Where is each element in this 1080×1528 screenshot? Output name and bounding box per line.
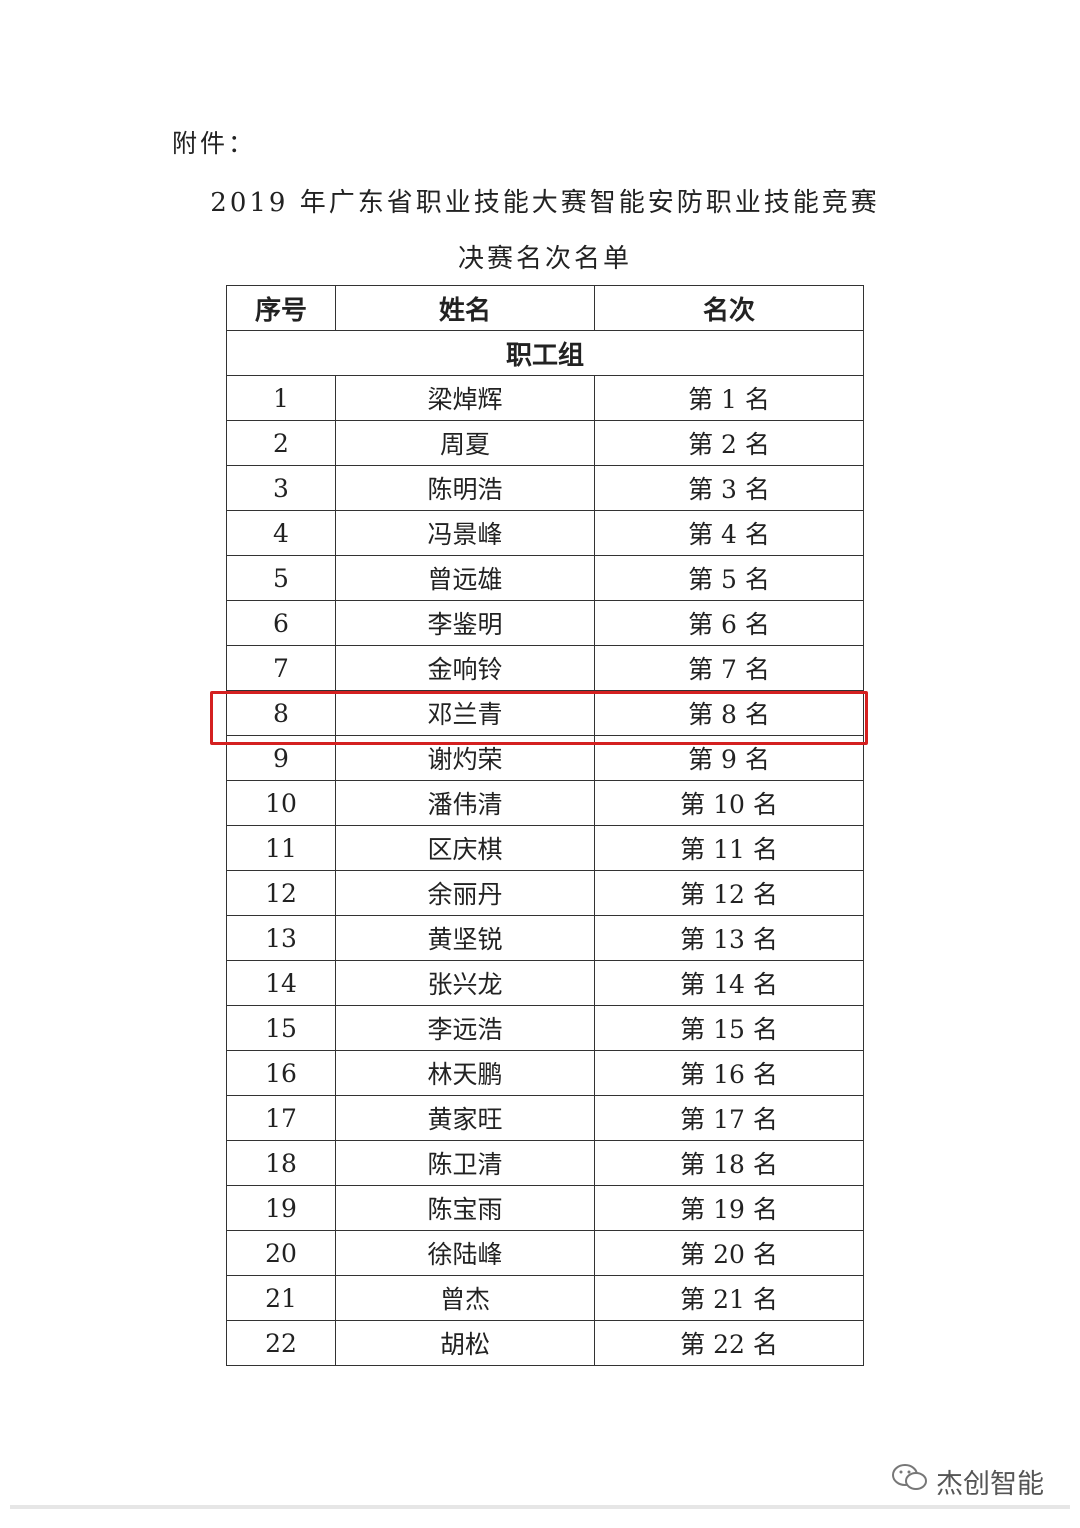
row-number: 4 (226, 510, 336, 556)
row-number: 12 (226, 870, 336, 916)
table-row: 11 区庆棋第 11 名 (226, 825, 864, 871)
wechat-icon (890, 1462, 930, 1501)
row-rank: 第 6 名 (594, 600, 864, 646)
row-name: 邓兰青 (335, 690, 595, 736)
table-row: 5 曾远雄第 5 名 (226, 555, 864, 601)
row-rank: 第 14 名 (594, 960, 864, 1006)
table-row: 13 黄坚锐第 13 名 (226, 915, 864, 961)
row-number: 6 (226, 600, 336, 646)
row-number: 10 (226, 780, 336, 826)
row-number: 1 (226, 375, 336, 421)
row-rank: 第 11 名 (594, 825, 864, 871)
table-row: 10 潘伟清第 10 名 (226, 780, 864, 826)
table-row: 3 陈明浩第 3 名 (226, 465, 864, 511)
row-name: 潘伟清 (335, 780, 595, 826)
row-name: 黄家旺 (335, 1095, 595, 1141)
watermark: 杰创智能 (890, 1462, 1044, 1501)
row-number: 20 (226, 1230, 336, 1276)
group-label: 职工组 (226, 330, 864, 376)
table-row: 19 陈宝雨第 19 名 (226, 1185, 864, 1231)
row-number: 3 (226, 465, 336, 511)
table-row: 12 余丽丹第 12 名 (226, 870, 864, 916)
row-number: 14 (226, 960, 336, 1006)
row-number: 11 (226, 825, 336, 871)
row-rank: 第 17 名 (594, 1095, 864, 1141)
row-rank: 第 10 名 (594, 780, 864, 826)
row-number: 22 (226, 1320, 336, 1366)
row-name: 李鉴明 (335, 600, 595, 646)
row-number: 17 (226, 1095, 336, 1141)
table-row: 18 陈卫清第 18 名 (226, 1140, 864, 1186)
row-name: 金响铃 (335, 645, 595, 691)
row-rank: 第 7 名 (594, 645, 864, 691)
table-row: 2 周夏第 2 名 (226, 420, 864, 466)
row-name: 黄坚锐 (335, 915, 595, 961)
row-name: 周夏 (335, 420, 595, 466)
row-rank: 第 15 名 (594, 1005, 864, 1051)
row-number: 5 (226, 555, 336, 601)
row-number: 2 (226, 420, 336, 466)
table-row: 1 梁焯辉第 1 名 (226, 375, 864, 421)
table-row: 16 林天鹏第 16 名 (226, 1050, 864, 1096)
header-name: 姓名 (335, 285, 595, 331)
attachment-label: 附件： (172, 129, 257, 158)
header-rank: 名次 (594, 285, 864, 331)
row-rank: 第 19 名 (594, 1185, 864, 1231)
row-number: 13 (226, 915, 336, 961)
row-name: 张兴龙 (335, 960, 595, 1006)
table-row: 21 曾杰第 21 名 (226, 1275, 864, 1321)
table-row: 17 黄家旺第 17 名 (226, 1095, 864, 1141)
row-name: 余丽丹 (335, 870, 595, 916)
row-name: 曾远雄 (335, 555, 595, 601)
row-rank: 第 18 名 (594, 1140, 864, 1186)
row-name: 梁焯辉 (335, 375, 595, 421)
row-rank: 第 22 名 (594, 1320, 864, 1366)
table-row: 6 李鉴明第 6 名 (226, 600, 864, 646)
table-row: 15 李远浩第 15 名 (226, 1005, 864, 1051)
row-rank: 第 21 名 (594, 1275, 864, 1321)
table-row: 22 胡松第 22 名 (226, 1320, 864, 1366)
row-name: 陈明浩 (335, 465, 595, 511)
page-edge (10, 1505, 1070, 1509)
row-name: 陈宝雨 (335, 1185, 595, 1231)
table-header-row: 序号 姓名 名次 (226, 285, 864, 331)
group-row: 职工组 (226, 330, 864, 376)
table-row: 4 冯景峰第 4 名 (226, 510, 864, 556)
row-number: 7 (226, 645, 336, 691)
row-number: 18 (226, 1140, 336, 1186)
table-row: 14 张兴龙第 14 名 (226, 960, 864, 1006)
row-name: 徐陆峰 (335, 1230, 595, 1276)
row-rank: 第 12 名 (594, 870, 864, 916)
row-number: 15 (226, 1005, 336, 1051)
row-rank: 第 13 名 (594, 915, 864, 961)
watermark-text: 杰创智能 (936, 1469, 1044, 1500)
row-number: 19 (226, 1185, 336, 1231)
row-name: 冯景峰 (335, 510, 595, 556)
row-number: 16 (226, 1050, 336, 1096)
row-rank: 第 1 名 (594, 375, 864, 421)
row-number: 21 (226, 1275, 336, 1321)
row-name: 李远浩 (335, 1005, 595, 1051)
row-rank: 第 3 名 (594, 465, 864, 511)
row-rank: 第 2 名 (594, 420, 864, 466)
table-row: 20 徐陆峰第 20 名 (226, 1230, 864, 1276)
row-name: 区庆棋 (335, 825, 595, 871)
row-number: 8 (226, 690, 336, 736)
row-rank: 第 4 名 (594, 510, 864, 556)
row-name: 陈卫清 (335, 1140, 595, 1186)
row-rank: 第 5 名 (594, 555, 864, 601)
document-title: 2019 年广东省职业技能大赛智能安防职业技能竞赛 (210, 188, 880, 218)
header-no: 序号 (226, 285, 336, 331)
highlight-box (210, 691, 868, 745)
row-rank: 第 16 名 (594, 1050, 864, 1096)
row-name: 胡松 (335, 1320, 595, 1366)
row-name: 曾杰 (335, 1275, 595, 1321)
table-row: 7 金响铃第 7 名 (226, 645, 864, 691)
row-rank: 第 20 名 (594, 1230, 864, 1276)
row-name: 林天鹏 (335, 1050, 595, 1096)
document-subtitle: 决赛名次名单 (457, 244, 632, 274)
